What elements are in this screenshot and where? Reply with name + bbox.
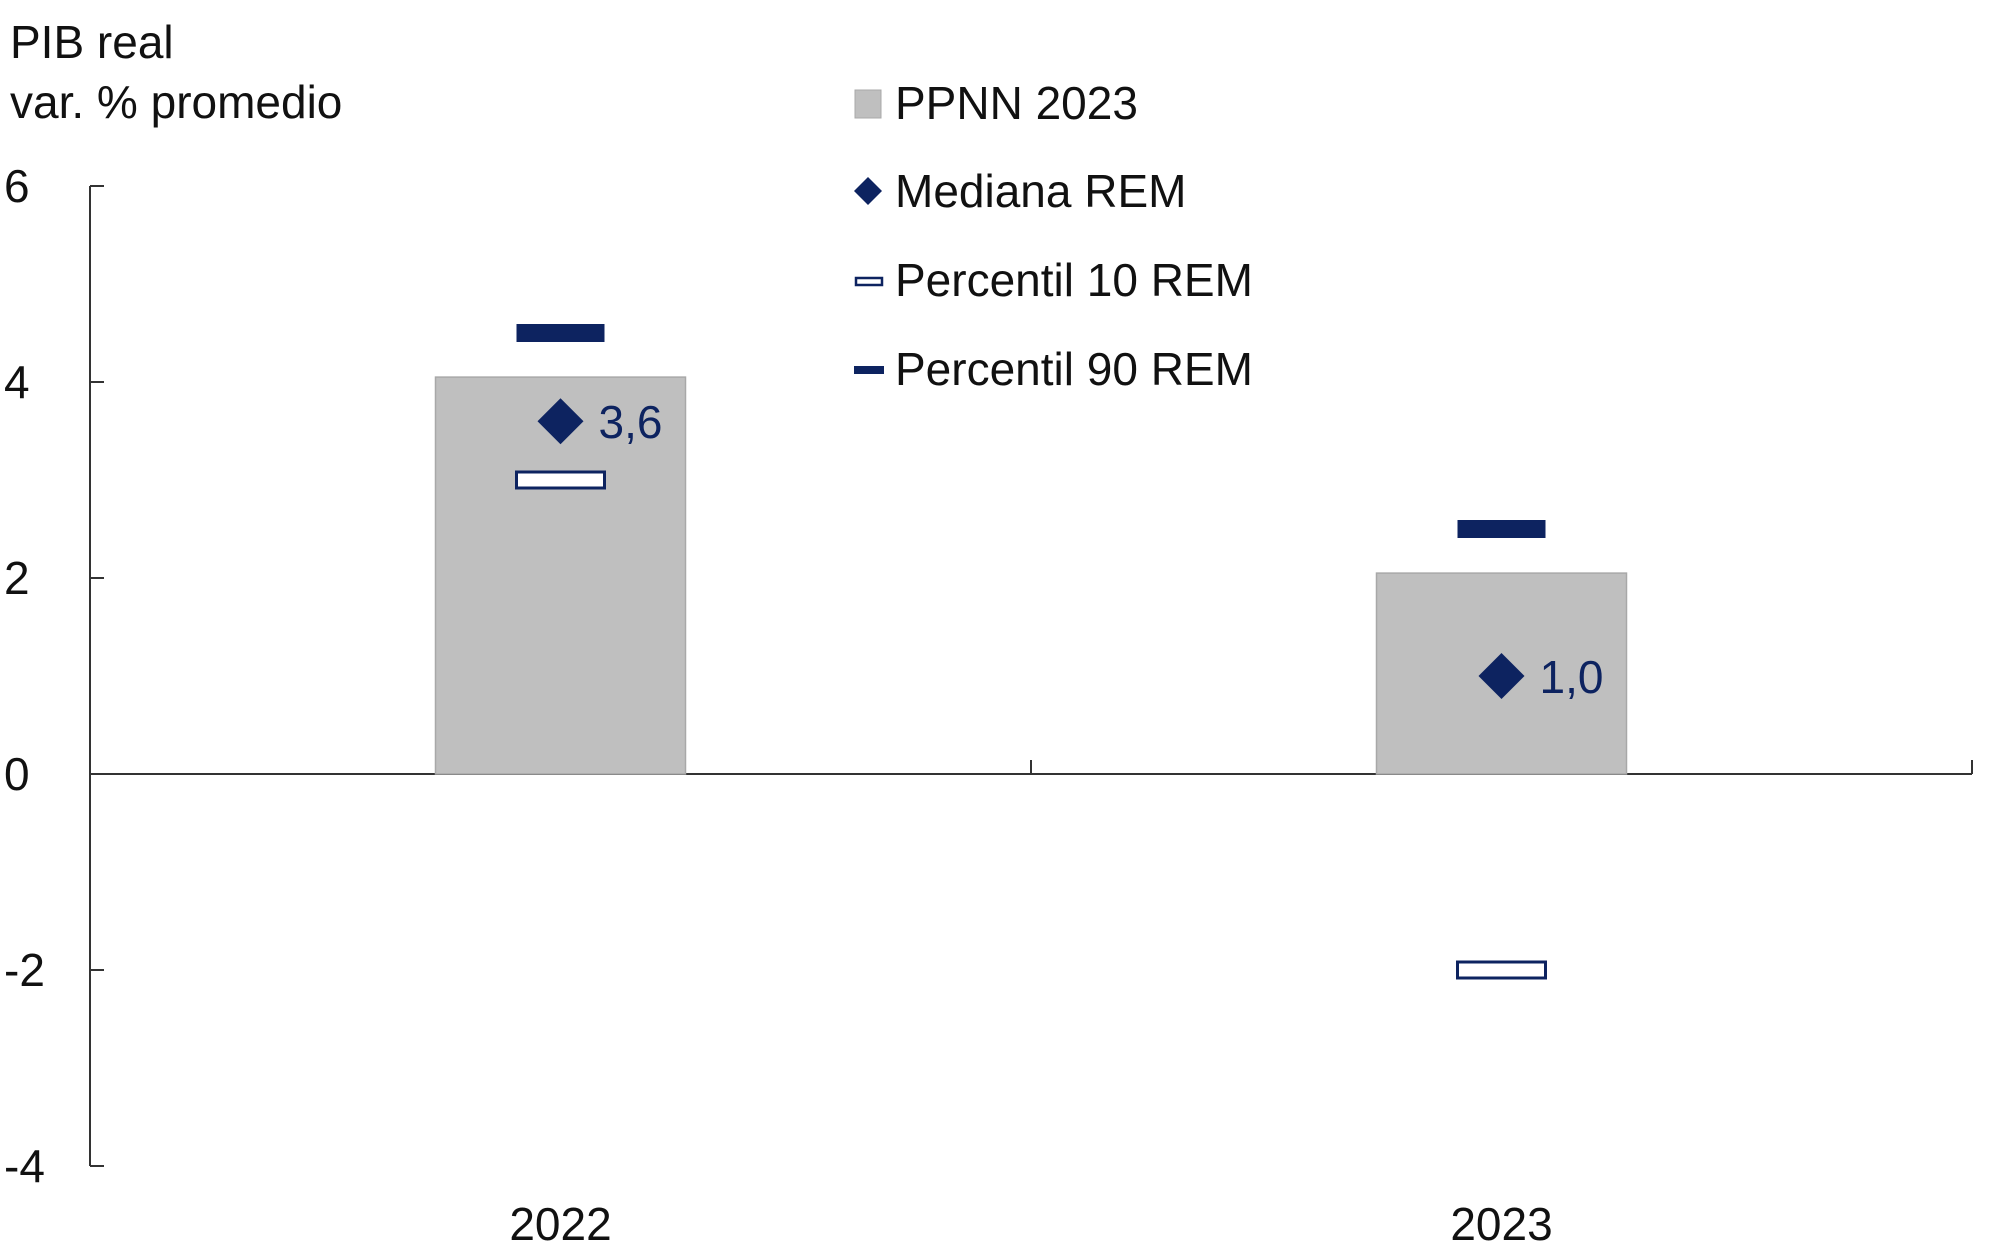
- p10-mark-2023: [1456, 960, 1547, 980]
- x-tick-label-2022: 2022: [509, 1198, 611, 1250]
- median-label-2023: 1,0: [1540, 651, 1604, 703]
- x-axis-ticks: 2022 2023: [509, 1198, 1552, 1250]
- p90-mark-2022: [516, 324, 605, 342]
- y-tick-label-5: -4: [4, 1140, 45, 1192]
- legend-label-p90: Percentil 90 REM: [895, 343, 1253, 395]
- y-tick-label-4: -2: [4, 944, 45, 996]
- bars: [434, 376, 1628, 775]
- median-diamond-2023: [1478, 653, 1525, 699]
- y-tick-label-1: 4: [4, 356, 30, 408]
- y-axis-title-line2: var. % promedio: [10, 76, 342, 128]
- legend-label-ppnn: PPNN 2023: [895, 77, 1138, 129]
- median-label-2022: 3,6: [599, 396, 663, 448]
- axes: [89, 186, 1973, 1166]
- y-axis-ticks: 6 4 2 0 -2 -4: [4, 160, 104, 1192]
- y-tick-label-2: 2: [4, 552, 30, 604]
- markers: 3,6 1,0: [515, 324, 1604, 980]
- legend-hollow-bar-icon: [854, 276, 884, 287]
- legend-label-mediana: Mediana REM: [895, 165, 1186, 217]
- median-diamond-2022: [537, 398, 584, 445]
- y-axis-title-line1: PIB real: [10, 16, 174, 68]
- p90-mark-2023: [1457, 520, 1546, 538]
- legend-diamond-icon: [854, 177, 882, 205]
- y-tick-label-0: 6: [4, 160, 30, 212]
- legend-solid-bar-icon: [854, 366, 884, 374]
- legend: PPNN 2023 Mediana REM Percentil 10 REM P…: [854, 77, 1253, 395]
- p10-mark-2022: [515, 470, 606, 490]
- x-tick-label-2023: 2023: [1450, 1198, 1552, 1250]
- legend-swatch-ppnn: [854, 89, 882, 119]
- legend-label-p10: Percentil 10 REM: [895, 254, 1253, 306]
- y-tick-label-3: 0: [4, 748, 30, 800]
